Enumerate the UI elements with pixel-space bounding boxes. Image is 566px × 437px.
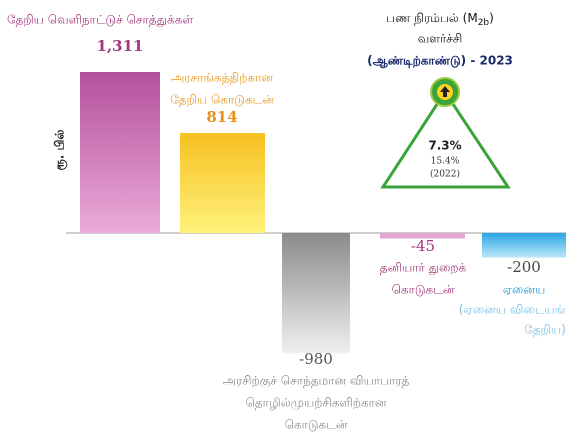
growth-current: 7.3% (428, 139, 461, 153)
growth-panel: பண நிரம்பல் (M2b) வளர்ச்சி (ஆண்டிற்காண்ட… (367, 11, 513, 189)
growth-year: (2022) (430, 169, 460, 180)
triangle (380, 89, 511, 189)
bar (380, 233, 465, 239)
value-label: -200 (507, 258, 541, 276)
growth-previous: 15.4% (431, 157, 460, 167)
y-axis-label: ரூ. பில் (53, 130, 68, 171)
category-label: அரசாங்கத்திற்கான (171, 71, 273, 85)
category-label: அரசிற்குச் சொந்தமான வியாபாரத் (223, 374, 410, 388)
category-note: (ஏனைய விடையங் (459, 303, 565, 317)
category-note: தேறிய) (524, 323, 566, 337)
category-label: ஏனைய (503, 283, 546, 297)
arrow-icon (440, 86, 450, 97)
value-label: 814 (206, 108, 237, 126)
category-label: தொழில்முயற்சிகளிற்கான (245, 396, 386, 411)
value-label: -980 (299, 350, 333, 368)
title-part: பண நிரம்பல் (M (386, 11, 478, 25)
growth-title: பண நிரம்பல் (M2b) (386, 11, 494, 28)
title-part: ) (489, 11, 494, 25)
bar (80, 72, 160, 233)
bar (180, 133, 265, 233)
bar (282, 233, 350, 354)
title-sub: 2b (478, 18, 490, 28)
growth-title: வளர்ச்சி (418, 32, 463, 46)
category-label: தேறிய கொடுகடன் (170, 93, 274, 107)
value-label: 1,311 (97, 37, 144, 55)
category-label: கொடுகடன் (392, 283, 455, 297)
category-label: தனியார் துறைக் (380, 261, 467, 276)
value-label: -45 (411, 237, 435, 255)
category-label: தேறிய வெளிநாட்டுச் சொத்துக்கள் (7, 13, 193, 28)
growth-title: (ஆண்டிற்காண்டு) - 2023 (367, 54, 513, 69)
bar (482, 233, 566, 258)
category-label: கொடுகடன் (285, 418, 348, 432)
